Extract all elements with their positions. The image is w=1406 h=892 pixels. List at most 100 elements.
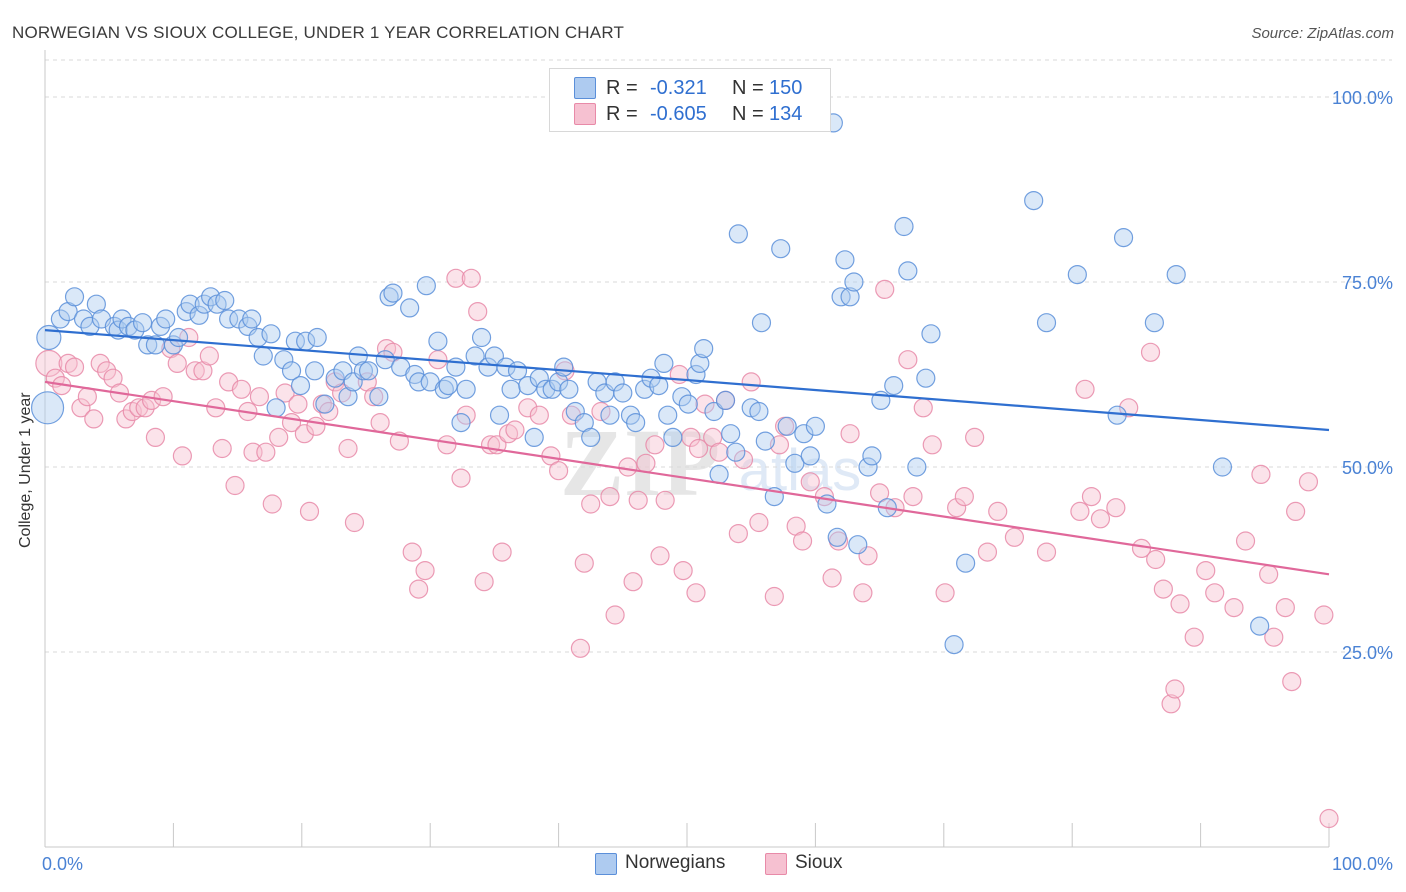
norwegian-point xyxy=(315,394,335,414)
norwegian-point xyxy=(581,427,601,447)
sioux-point xyxy=(1275,597,1295,618)
sioux-point xyxy=(769,435,790,455)
sioux-point xyxy=(505,420,525,440)
norwegian-point xyxy=(862,446,882,466)
norwegian-point xyxy=(907,457,927,477)
sioux-point xyxy=(600,487,620,507)
sioux-point xyxy=(1319,808,1339,829)
sioux-point xyxy=(605,605,625,625)
legend-r-value-sioux: -0.605 xyxy=(650,103,707,125)
norwegian-point xyxy=(242,309,262,329)
norwegian-point xyxy=(274,350,294,370)
x-tick-label-min: 0.0% xyxy=(42,854,83,874)
norwegian-point xyxy=(755,431,775,451)
sioux-point xyxy=(77,387,97,407)
norwegian-point xyxy=(400,298,420,318)
norwegian-point xyxy=(489,405,510,425)
y-tick-label: 75.0% xyxy=(1342,273,1393,293)
norwegian-point xyxy=(64,287,85,307)
norwegian-point xyxy=(835,250,855,270)
norwegian-point xyxy=(369,387,389,407)
sioux-point xyxy=(1196,560,1216,581)
legend-r-value-norwegians: -0.321 xyxy=(650,77,707,99)
sioux-point xyxy=(172,446,192,466)
norwegian-point xyxy=(112,309,132,329)
sioux-legend-swatch xyxy=(765,853,787,875)
sioux-point xyxy=(71,398,91,418)
norwegian-point xyxy=(80,316,100,336)
norwegian-point xyxy=(672,387,692,407)
sioux-point xyxy=(913,398,933,418)
norwegian-point xyxy=(704,401,724,422)
sioux-point xyxy=(446,268,466,288)
norwegian-point xyxy=(358,361,379,381)
norwegian-point xyxy=(524,427,544,447)
sioux-point xyxy=(338,438,358,459)
norwegian-point xyxy=(921,324,941,344)
sioux-point xyxy=(574,553,594,573)
norwegian-point xyxy=(1107,405,1127,425)
norwegian-point xyxy=(884,376,904,396)
sioux-point xyxy=(645,435,665,455)
sioux-legend-label: Sioux xyxy=(795,852,843,873)
sioux-point xyxy=(1251,464,1271,484)
norwegian-point xyxy=(751,313,772,333)
norwegian-point xyxy=(86,294,106,314)
norwegian-point xyxy=(50,309,71,329)
norwegian-point xyxy=(944,634,964,655)
sioux-point xyxy=(141,390,162,410)
norwegian-point xyxy=(548,372,569,392)
sioux-point xyxy=(199,346,219,366)
norwegian-point xyxy=(898,261,918,281)
norwegian-point xyxy=(1113,228,1134,248)
norwegian-point xyxy=(168,327,189,348)
norwegian-point xyxy=(728,224,748,244)
sioux-point xyxy=(1165,679,1185,699)
sioux-point xyxy=(764,586,784,607)
norwegian-point xyxy=(686,364,706,385)
norwegian-point xyxy=(518,376,538,396)
norwegian-point xyxy=(307,327,327,348)
sioux-swatch xyxy=(574,103,596,125)
sioux-point xyxy=(370,413,390,433)
sioux-point xyxy=(1224,597,1244,618)
legend-n-value-sioux: 134 xyxy=(769,103,803,125)
sioux-point xyxy=(1170,594,1190,614)
norwegian-point xyxy=(690,353,710,373)
norwegian-point xyxy=(613,383,633,403)
legend-r-label: R = xyxy=(606,77,638,99)
sioux-point xyxy=(306,416,326,436)
norwegian-point xyxy=(605,372,625,392)
sioux-point xyxy=(116,409,136,429)
norwegian-point xyxy=(654,353,674,373)
sioux-point xyxy=(64,357,85,377)
norwegian-point xyxy=(721,424,741,444)
trend-lines xyxy=(44,329,1330,576)
sioux-point xyxy=(145,427,166,447)
norwegian-point xyxy=(777,416,797,436)
norwegian-point xyxy=(428,331,448,351)
sioux-point xyxy=(688,438,709,459)
norwegian-point xyxy=(1212,457,1233,477)
sioux-point xyxy=(1081,487,1102,507)
norwegian-point xyxy=(325,368,345,388)
sioux-point xyxy=(800,472,820,492)
norwegian-point xyxy=(409,372,429,392)
norwegian-point xyxy=(663,427,683,447)
sioux-point xyxy=(269,427,289,447)
norwegian-point xyxy=(471,327,492,348)
sioux-point xyxy=(256,442,276,462)
sioux-point xyxy=(922,435,942,455)
sioux-point xyxy=(468,302,488,322)
norwegian-point xyxy=(726,442,746,462)
sioux-point xyxy=(1264,627,1284,647)
norwegian-point xyxy=(1144,313,1164,333)
sioux-point xyxy=(1070,501,1090,521)
sioux-point xyxy=(84,409,104,429)
sioux-point xyxy=(1161,694,1181,714)
sioux-point xyxy=(344,512,365,533)
sioux-point xyxy=(35,349,63,377)
sioux-point xyxy=(570,638,591,658)
norwegian-point xyxy=(559,379,579,399)
norwegian-point xyxy=(1166,265,1186,285)
